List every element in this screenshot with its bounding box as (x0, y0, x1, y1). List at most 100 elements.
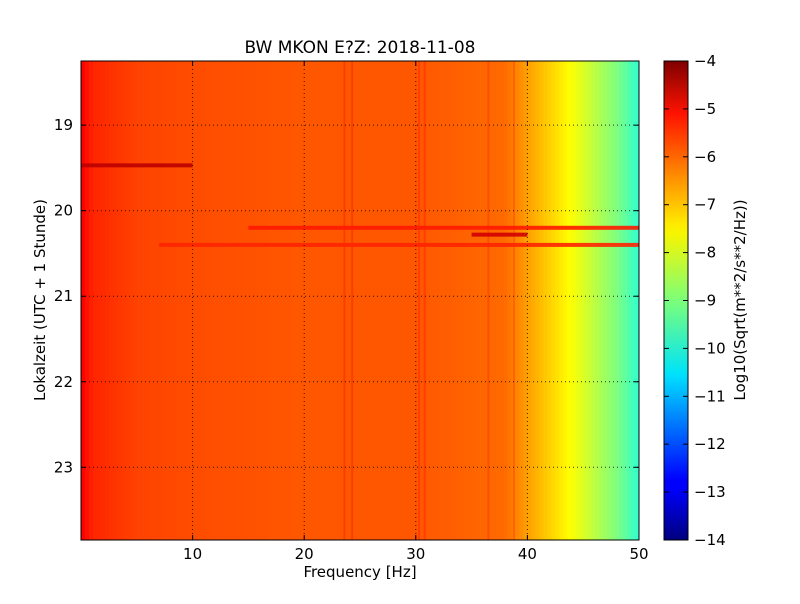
heatmap-column (395, 61, 401, 540)
heatmap-column (415, 61, 421, 540)
heatmap-column (260, 61, 265, 540)
heatmap-column (635, 61, 639, 540)
heatmap-column (427, 61, 433, 540)
colorbar-tick-label: −10 (694, 339, 726, 357)
colorbar-tick-label: −11 (694, 387, 726, 405)
heatmap-column (519, 61, 525, 540)
heatmap-column (379, 61, 385, 540)
heatmap-column (272, 61, 277, 540)
heatmap-column (92, 61, 98, 540)
heatmap-column (208, 61, 214, 540)
heatmap-column (188, 61, 194, 540)
heatmap-column (375, 61, 381, 540)
heatmap-column (292, 61, 297, 540)
heatmap-column (579, 61, 584, 540)
heatmap-column (100, 61, 106, 540)
x-tick-label: 30 (406, 545, 425, 563)
y-axis-label: Lokalzeit (UTC + 1 Stunde) (31, 199, 49, 401)
heatmap-column (391, 61, 397, 540)
heatmap-column (591, 61, 596, 540)
x-tick-label: 20 (295, 545, 314, 563)
heatmap-column (475, 61, 481, 540)
heatmap-column (383, 61, 389, 540)
heatmap-column (451, 61, 457, 540)
heatmap-column (112, 61, 118, 540)
heatmap-column (555, 61, 560, 540)
heatmap-column (104, 61, 110, 540)
colorbar-tick-label: −8 (694, 244, 716, 262)
heatmap-column (348, 61, 353, 540)
heatmap-column (164, 61, 170, 540)
heatmap-column (136, 61, 142, 540)
heatmap-column (463, 61, 469, 540)
colorbar-tick-label: −4 (694, 52, 716, 70)
heatmap-column (276, 61, 281, 540)
spectral-line (513, 61, 516, 540)
heatmap-column (344, 61, 349, 540)
heatmap-column (419, 61, 425, 540)
heatmap-column (308, 61, 313, 540)
heatmap-column (132, 61, 138, 540)
colorbar-tick-label: −12 (694, 435, 726, 453)
heatmap-column (479, 61, 485, 540)
heatmap-column (196, 61, 202, 540)
heatmap-column (603, 61, 608, 540)
heatmap-column (252, 61, 257, 540)
heatmap-column (575, 61, 580, 540)
heatmap-column (184, 61, 190, 540)
heatmap-column (507, 61, 513, 540)
heatmap-column (531, 61, 536, 540)
heatmap-column (152, 61, 158, 540)
heatmap-column (631, 61, 636, 540)
heatmap-column (611, 61, 616, 540)
heatmap-column (96, 61, 102, 540)
heatmap-column (487, 61, 493, 540)
heatmap-column (607, 61, 612, 540)
y-tick-label: 20 (54, 202, 73, 220)
heatmap-column (515, 61, 521, 540)
spectral-line (487, 61, 490, 540)
heatmap-column (623, 61, 628, 540)
event-band (81, 163, 193, 168)
heatmap-column (332, 61, 337, 540)
heatmap-column (256, 61, 261, 540)
heatmap-column (204, 61, 210, 540)
heatmap-column (244, 61, 249, 540)
heatmap-column (443, 61, 449, 540)
x-axis-ticks: 10 20 30 40 50 (183, 61, 649, 563)
plot-frame (80, 60, 640, 541)
event-band (471, 232, 528, 237)
colorbar-tick-label: −6 (694, 148, 716, 166)
heatmap-column (407, 61, 413, 540)
heatmap-column (200, 61, 206, 540)
heatmap-column (360, 61, 365, 540)
heatmap-column (543, 61, 548, 540)
heatmap-column (140, 61, 146, 540)
colorbar-tick-label: −5 (694, 100, 716, 118)
heatmap-column (503, 61, 509, 540)
heatmap-column (280, 61, 285, 540)
heatmap-column (423, 61, 429, 540)
colorbar-tick-label: −13 (694, 483, 726, 501)
x-axis-label: Frequency [Hz] (303, 563, 416, 581)
heatmap-column (619, 61, 624, 540)
heatmap-column (176, 61, 182, 540)
heatmap-column (439, 61, 445, 540)
spectral-line (343, 61, 346, 540)
heatmap-column (551, 61, 556, 540)
heatmap-column (499, 61, 505, 540)
heatmap-column (399, 61, 405, 540)
heatmap-column (84, 61, 90, 540)
heatmap-column (316, 61, 321, 540)
heatmap-column (595, 61, 600, 540)
grid (81, 61, 639, 540)
heatmap-column (535, 61, 540, 540)
heatmap-column (156, 61, 162, 540)
heatmap-column (144, 61, 150, 540)
heatmap-column (459, 61, 465, 540)
y-tick-label: 22 (54, 373, 73, 391)
heatmap-column (467, 61, 473, 540)
x-tick-label: 10 (183, 545, 202, 563)
